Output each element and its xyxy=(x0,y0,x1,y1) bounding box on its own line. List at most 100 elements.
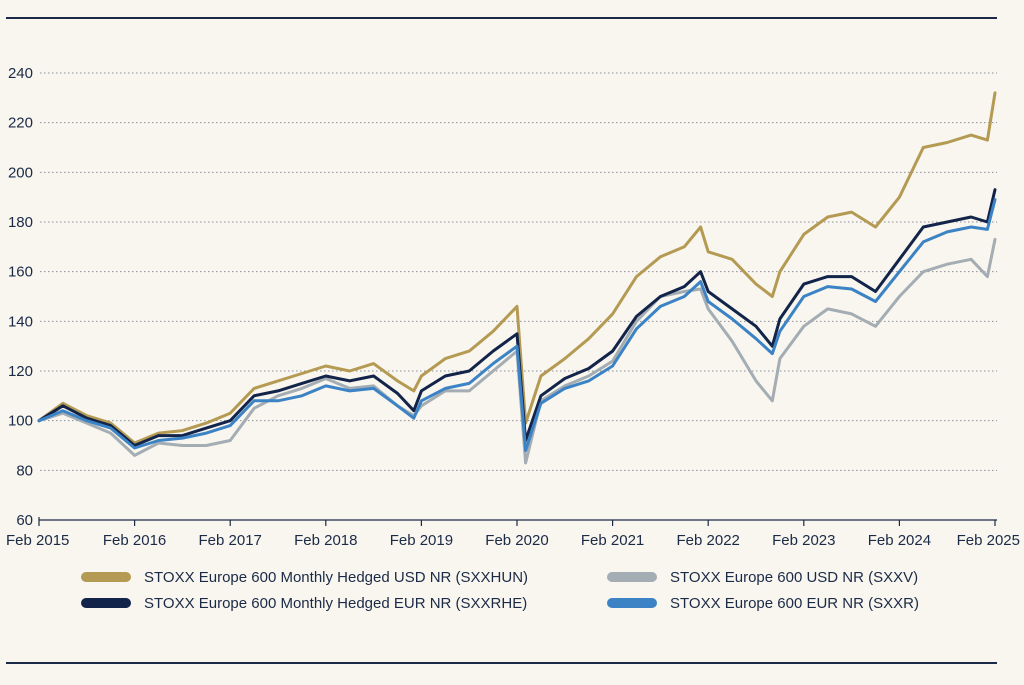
data-point xyxy=(372,374,375,378)
data-point xyxy=(252,407,256,410)
data-point xyxy=(109,426,112,430)
x-tick-label: Feb 2020 xyxy=(485,532,548,549)
data-point xyxy=(587,367,590,370)
data-point xyxy=(635,315,638,318)
data-point xyxy=(396,392,399,395)
data-point xyxy=(850,210,853,214)
data-point xyxy=(922,146,925,149)
data-point xyxy=(468,349,471,353)
data-point xyxy=(61,402,65,405)
data-point xyxy=(874,325,877,328)
data-point xyxy=(946,220,949,224)
data-point xyxy=(420,399,423,402)
data-point xyxy=(986,138,989,142)
data-point xyxy=(109,431,112,435)
data-point xyxy=(420,374,423,378)
data-point xyxy=(826,275,829,278)
data-point xyxy=(515,332,519,335)
data-point xyxy=(468,382,471,385)
data-point xyxy=(922,225,925,229)
data-point xyxy=(85,419,89,422)
y-tick-label: 240 xyxy=(8,65,33,82)
data-point xyxy=(730,340,734,343)
data-point xyxy=(874,225,877,229)
data-point xyxy=(37,419,41,422)
data-point xyxy=(85,417,89,420)
data-point xyxy=(707,300,710,303)
data-point xyxy=(611,359,614,363)
data-point xyxy=(324,374,327,378)
legend: STOXX Europe 600 Monthly Hedged USD NR (… xyxy=(81,569,919,612)
legend-label: STOXX Europe 600 Monthly Hedged EUR NR (… xyxy=(144,595,527,612)
data-point xyxy=(993,91,997,95)
data-point xyxy=(969,225,973,229)
data-point xyxy=(133,454,136,457)
data-point xyxy=(802,325,805,328)
data-point xyxy=(524,449,527,452)
data-point xyxy=(587,379,590,383)
series-line-0 xyxy=(37,91,997,445)
data-point xyxy=(874,300,877,303)
data-point xyxy=(491,330,495,333)
data-point xyxy=(898,196,901,199)
data-point xyxy=(61,404,65,407)
data-point xyxy=(491,349,495,353)
data-point xyxy=(229,424,232,427)
data-point xyxy=(730,317,734,321)
data-point xyxy=(491,369,495,373)
data-point xyxy=(826,285,829,288)
x-tick-label: Feb 2023 xyxy=(772,532,835,549)
data-point xyxy=(969,258,973,261)
data-point xyxy=(229,412,232,415)
data-point xyxy=(157,439,160,442)
data-point xyxy=(699,280,702,283)
data-point xyxy=(635,275,638,278)
data-point xyxy=(468,389,471,393)
legend-item: STOXX Europe 600 Monthly Hedged EUR NR (… xyxy=(81,595,527,612)
data-point xyxy=(205,444,208,447)
data-point xyxy=(372,384,375,388)
data-point xyxy=(133,446,136,450)
data-point xyxy=(396,379,399,383)
data-point xyxy=(683,285,686,288)
data-point xyxy=(587,337,590,340)
data-point xyxy=(524,461,527,465)
data-point xyxy=(252,394,256,397)
y-tick-label: 200 xyxy=(8,164,33,181)
data-point xyxy=(969,215,973,219)
data-point xyxy=(986,228,989,231)
data-point xyxy=(778,357,782,360)
x-tick-label: Feb 2017 xyxy=(199,532,262,549)
gridlines xyxy=(40,72,997,471)
data-point xyxy=(348,369,351,373)
data-point xyxy=(826,307,829,311)
data-point xyxy=(778,330,782,333)
x-axis xyxy=(38,517,997,526)
series-line-2 xyxy=(37,188,997,447)
data-point xyxy=(993,238,997,241)
data-point xyxy=(181,436,184,440)
data-point xyxy=(324,384,327,388)
data-point xyxy=(396,404,399,407)
data-point xyxy=(754,337,758,340)
data-point xyxy=(539,374,543,378)
data-point xyxy=(922,240,925,244)
data-point xyxy=(771,345,774,348)
data-point xyxy=(468,369,471,373)
data-point xyxy=(850,275,853,278)
data-point xyxy=(300,372,304,375)
data-point xyxy=(587,374,590,378)
data-point xyxy=(707,307,710,311)
data-point xyxy=(515,345,519,348)
x-axis-tick-labels: Feb 2015 Feb 2016 Feb 2017 Feb 2018 Feb 2019… xyxy=(6,532,1020,549)
data-point xyxy=(205,426,208,430)
y-tick-label: 160 xyxy=(8,264,33,281)
series-line-3 xyxy=(37,198,997,452)
data-point xyxy=(412,417,415,420)
data-point xyxy=(324,364,327,368)
data-point xyxy=(850,312,853,316)
data-point xyxy=(205,431,208,435)
data-point xyxy=(444,357,447,360)
data-point xyxy=(412,409,415,412)
